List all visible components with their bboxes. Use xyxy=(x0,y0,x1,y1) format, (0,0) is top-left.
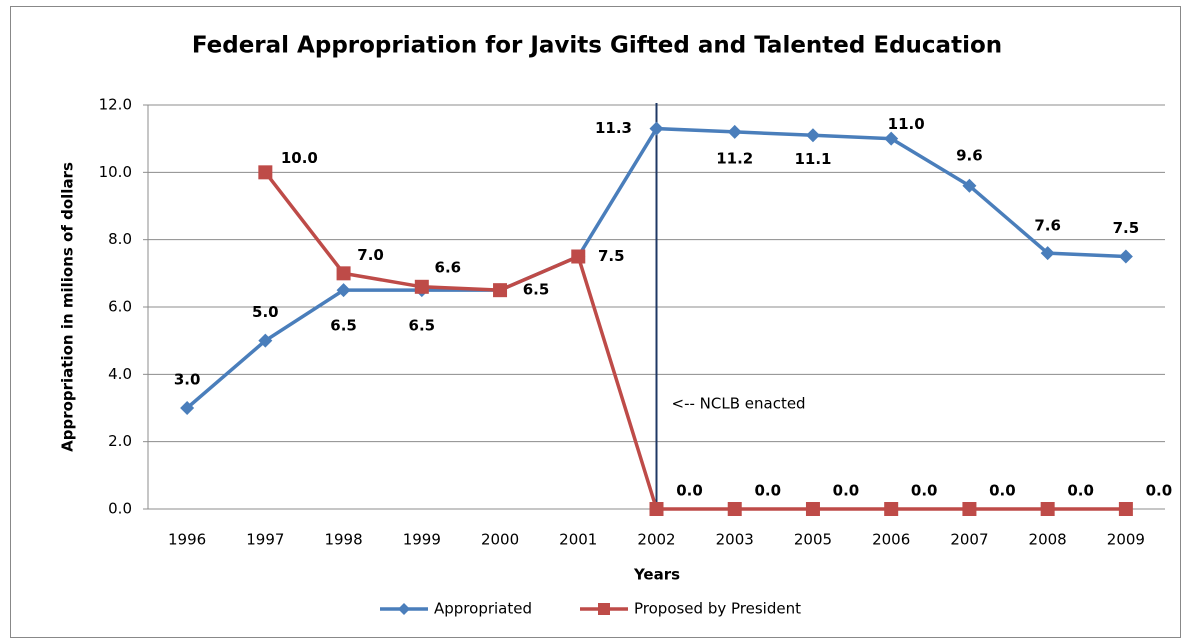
marker xyxy=(884,502,899,516)
data-label: 3.0 xyxy=(174,371,201,389)
marker xyxy=(962,178,977,193)
chart-frame xyxy=(10,6,1181,638)
marker xyxy=(1118,249,1133,264)
y-axis-title: Appropriation in milions of dollars xyxy=(59,162,77,452)
chart-title: Federal Appropriation for Javits Gifted … xyxy=(192,33,1002,59)
x-tick-label: 1999 xyxy=(403,531,441,549)
y-tick-label: 6.0 xyxy=(108,298,132,316)
x-tick-label: 1996 xyxy=(168,531,206,549)
data-label: 11.1 xyxy=(794,150,831,168)
series-line xyxy=(263,171,1126,511)
data-label: 11.3 xyxy=(595,119,632,137)
data-label: 5.0 xyxy=(252,303,279,321)
y-tick-label: 0.0 xyxy=(108,500,132,518)
x-tick-label: 2006 xyxy=(872,531,910,549)
data-label: 6.5 xyxy=(330,317,357,335)
data-label: 0.0 xyxy=(676,482,703,500)
legend-label: Appropriated xyxy=(434,600,532,618)
data-label: 6.5 xyxy=(523,281,550,299)
data-label: 0.0 xyxy=(1146,482,1173,500)
x-tick-label: 1998 xyxy=(324,531,362,549)
x-tick-label: 2009 xyxy=(1107,531,1145,549)
marker xyxy=(258,333,273,348)
x-tick-label: 1997 xyxy=(246,531,284,549)
marker xyxy=(727,124,742,139)
marker xyxy=(649,121,664,136)
x-tick-label: 2007 xyxy=(950,531,988,549)
marker xyxy=(258,165,273,180)
y-tick-label: 2.0 xyxy=(108,432,132,450)
marker xyxy=(805,502,820,516)
x-tick-label: 2008 xyxy=(1029,531,1067,549)
data-label: 6.6 xyxy=(435,258,462,276)
y-tick-label: 12.0 xyxy=(99,96,132,114)
legend-label: Proposed by President xyxy=(634,600,801,618)
data-label: 0.0 xyxy=(989,482,1016,500)
x-tick-label: 2001 xyxy=(559,531,597,549)
marker xyxy=(414,279,429,294)
legend-marker xyxy=(598,603,610,615)
marker xyxy=(649,502,664,516)
data-label: 11.2 xyxy=(716,149,753,167)
marker xyxy=(336,283,351,298)
y-tick-label: 4.0 xyxy=(108,365,132,383)
data-label: 7.6 xyxy=(1034,217,1061,235)
legend-marker xyxy=(398,603,410,615)
data-label: 6.5 xyxy=(409,317,436,335)
marker xyxy=(180,401,195,415)
data-label: 0.0 xyxy=(833,482,860,500)
x-tick-label: 2002 xyxy=(637,531,675,549)
data-label: 10.0 xyxy=(281,149,318,167)
marker xyxy=(962,502,977,516)
data-label: 7.5 xyxy=(1113,219,1140,237)
x-tick-label: 2003 xyxy=(716,531,754,549)
marker xyxy=(1040,246,1055,261)
data-label: 0.0 xyxy=(911,482,938,500)
marker xyxy=(727,502,742,516)
marker xyxy=(884,131,899,146)
data-label: 7.0 xyxy=(357,246,384,264)
data-label: 9.6 xyxy=(956,146,983,164)
marker xyxy=(571,249,586,264)
marker xyxy=(336,266,351,281)
y-tick-label: 8.0 xyxy=(108,230,132,248)
data-label: 11.0 xyxy=(888,115,925,133)
x-axis-title: Years xyxy=(633,566,680,584)
marker xyxy=(1040,502,1055,516)
x-tick-label: 2005 xyxy=(794,531,832,549)
data-label: 0.0 xyxy=(1067,482,1094,500)
y-tick-label: 10.0 xyxy=(99,163,132,181)
marker xyxy=(493,283,508,298)
marker xyxy=(805,128,820,143)
data-label: 0.0 xyxy=(754,482,781,500)
annotation: <-- NCLB enacted xyxy=(672,395,806,413)
data-label: 7.5 xyxy=(598,247,625,265)
marker xyxy=(1118,502,1133,516)
x-tick-label: 2000 xyxy=(481,531,519,549)
